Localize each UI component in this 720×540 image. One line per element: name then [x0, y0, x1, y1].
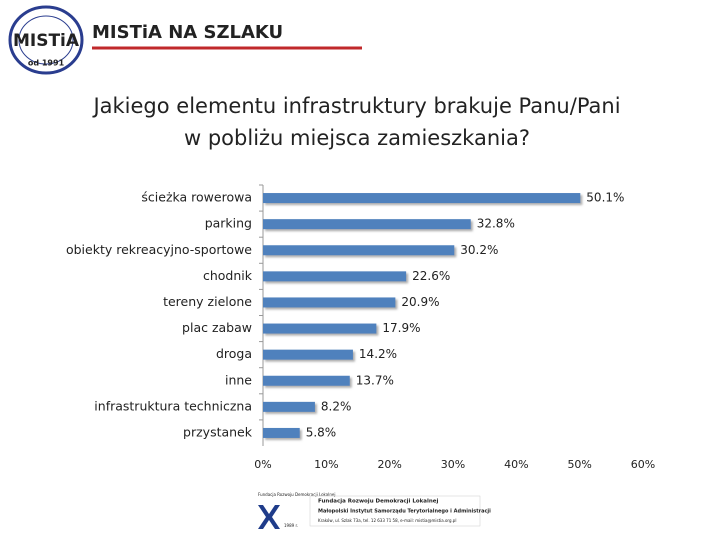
value-label: 13.7% [356, 373, 394, 387]
value-label: 20.9% [401, 295, 439, 309]
logo-text: MISTiA [13, 31, 80, 51]
bar [263, 297, 396, 308]
footer-logo-mark [258, 505, 280, 529]
value-label: 17.9% [382, 321, 420, 335]
footer-line2: Małopolski Instytut Samorządu Terytorial… [318, 509, 491, 515]
header-title: MISTiA NA SZLAKU [92, 22, 283, 43]
category-label: ścieżka rowerowa [141, 190, 252, 205]
bar [263, 375, 350, 386]
chart-title: w pobliżu miejsca zamieszkania? [184, 126, 530, 150]
category-label: parking [205, 216, 252, 231]
category-label: plac zabaw [182, 320, 252, 335]
value-label: 14.2% [359, 347, 397, 361]
x-tick-label: 50% [567, 458, 591, 471]
bar [263, 245, 455, 256]
x-tick-label: 20% [377, 458, 401, 471]
x-tick-label: 60% [631, 458, 655, 471]
value-label: 32.8% [477, 217, 515, 231]
x-tick-label: 0% [254, 458, 271, 471]
category-label: obiekty rekreacyjno-sportowe [66, 242, 252, 257]
category-label: chodnik [203, 268, 253, 283]
value-label: 5.8% [306, 425, 337, 439]
footer-logo-year: 1989 r. [284, 523, 298, 528]
bar [263, 271, 407, 282]
bar [263, 349, 353, 360]
category-label: inne [225, 372, 252, 387]
logo-inner-ring [18, 15, 74, 65]
value-label: 8.2% [321, 399, 352, 413]
x-tick-label: 10% [314, 458, 338, 471]
category-label: infrastruktura techniczna [94, 398, 252, 413]
logo-ring [8, 5, 84, 75]
value-label: 22.6% [412, 269, 450, 283]
logo-since: od 1991 [28, 59, 65, 68]
value-label: 50.1% [586, 191, 624, 205]
footer-box [309, 495, 481, 527]
category-label: droga [216, 346, 252, 361]
value-label: 30.2% [460, 243, 498, 257]
bar [263, 401, 315, 412]
header-logo: MISTiA od 1991 [8, 5, 84, 75]
bar [263, 323, 377, 334]
footer: Fundacja Rozwoju Demokracji Lokalnej 198… [258, 492, 491, 529]
bar [263, 193, 581, 204]
footer-logo-text: Fundacja Rozwoju Demokracji Lokalnej [258, 492, 335, 497]
x-tick-label: 40% [504, 458, 528, 471]
chart-title: Jakiego elementu infrastruktury brakuje … [91, 94, 620, 118]
bar [263, 427, 300, 438]
x-tick-label: 30% [441, 458, 465, 471]
bar [263, 219, 471, 230]
category-label: przystanek [183, 424, 253, 439]
footer-line1: Fundacja Rozwoju Demokracji Lokalnej [318, 499, 439, 505]
footer-line3: Kraków, ul. Szlak 73a, tel. 12 633 71 58… [318, 518, 456, 523]
category-label: tereny zielone [163, 294, 252, 309]
